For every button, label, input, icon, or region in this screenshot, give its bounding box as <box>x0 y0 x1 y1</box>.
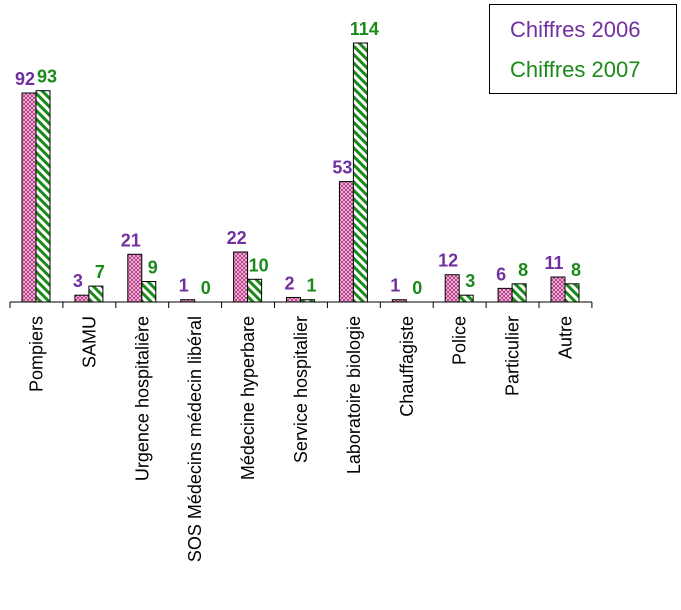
bar-2006-10 <box>550 276 566 303</box>
bar-2006-5 <box>286 296 301 303</box>
bar-2007-1 <box>88 285 104 303</box>
bar-2007-10 <box>564 283 580 303</box>
category-label-5: Service hospitalier <box>291 316 311 463</box>
category-label-0: Pompiers <box>26 316 46 392</box>
bar-2007-4 <box>247 278 263 303</box>
legend: Chiffres 2006 Chiffres 2007 <box>489 4 677 94</box>
data-label-2007-1: 7 <box>95 262 105 282</box>
data-label-2006-9: 6 <box>496 264 506 284</box>
data-label-2006-7: 1 <box>390 276 400 296</box>
bar-2007-2 <box>141 281 157 303</box>
data-label-2007-4: 10 <box>249 255 269 275</box>
bar-2007-6 <box>352 42 368 303</box>
data-label-2006-5: 2 <box>284 273 294 293</box>
x-axis <box>9 301 593 308</box>
category-label-6: Laboratoire biologie <box>344 316 364 474</box>
bar-2007-0 <box>35 90 51 303</box>
bar-2007-9 <box>511 283 527 303</box>
data-label-2006-6: 53 <box>332 158 352 178</box>
bar-2006-4 <box>233 251 249 303</box>
category-label-2: Urgence hospitalière <box>132 316 152 481</box>
bar-2006-8 <box>444 274 460 303</box>
category-label-4: Médecine hyperbare <box>238 316 258 480</box>
legend-entry-2007: Chiffres 2007 <box>510 57 641 82</box>
data-label-2007-2: 9 <box>148 258 158 278</box>
data-label-2006-0: 92 <box>15 69 35 89</box>
category-label-1: SAMU <box>79 316 99 368</box>
data-label-2007-0: 93 <box>37 67 57 87</box>
bars-group <box>21 42 580 303</box>
bar-2006-2 <box>127 253 143 303</box>
data-label-2007-7: 0 <box>412 278 422 298</box>
category-labels: Pompiers SAMU Urgence hospitalière SOS Méde… <box>26 316 575 562</box>
data-label-2007-9: 8 <box>518 260 528 280</box>
category-label-3: SOS Médecins médecin libéral <box>185 316 205 562</box>
data-label-2006-2: 21 <box>121 230 141 250</box>
bar-2006-6 <box>338 181 354 303</box>
data-label-2007-8: 3 <box>465 271 475 291</box>
category-label-8: Police <box>450 316 470 365</box>
category-label-9: Particulier <box>503 316 523 396</box>
bar-2006-1 <box>74 294 90 303</box>
data-label-2006-3: 1 <box>179 276 189 296</box>
data-label-2006-10: 11 <box>544 253 563 273</box>
data-label-2006-4: 22 <box>227 228 247 248</box>
data-label-2007-6: 114 <box>350 19 379 39</box>
data-label-2007-10: 8 <box>571 260 581 280</box>
legend-entry-2006: Chiffres 2006 <box>510 17 641 42</box>
bar-2006-9 <box>497 287 513 303</box>
data-label-2007-5: 1 <box>306 276 316 296</box>
bar-2007-8 <box>458 294 474 303</box>
data-label-2007-3: 0 <box>201 278 211 298</box>
data-label-2006-8: 12 <box>438 251 458 271</box>
category-label-10: Autre <box>555 316 575 359</box>
data-label-2006-1: 3 <box>73 271 83 291</box>
category-label-7: Chauffagiste <box>397 316 417 417</box>
bar-2006-0 <box>21 92 37 303</box>
